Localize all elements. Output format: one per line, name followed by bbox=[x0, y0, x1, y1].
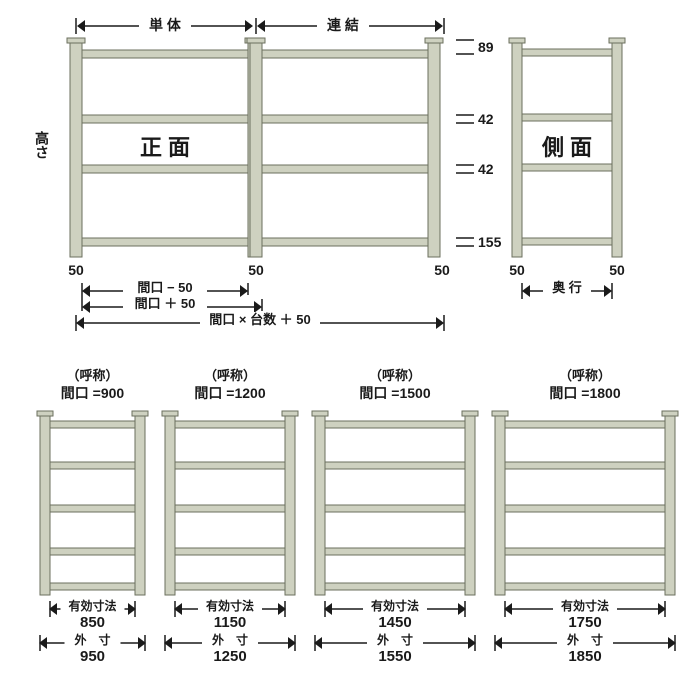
svg-text:50: 50 bbox=[509, 262, 525, 278]
svg-text:950: 950 bbox=[80, 648, 105, 665]
svg-text:外 寸: 外 寸 bbox=[74, 632, 110, 647]
svg-text:間口 =1500: 間口 =1500 bbox=[359, 385, 430, 401]
diagram-canvas: 単 体 連 結正 面 高さ 89 42 42 155 50 50 50 間口 − 50間口 ＋ 50… bbox=[0, 0, 691, 691]
svg-text:外 寸: 外 寸 bbox=[567, 632, 603, 647]
svg-text:（呼称）: （呼称） bbox=[66, 368, 118, 383]
rack bbox=[247, 38, 443, 257]
svg-text:50: 50 bbox=[609, 262, 625, 278]
svg-text:間口 =1200: 間口 =1200 bbox=[194, 385, 265, 401]
svg-text:間口 =900: 間口 =900 bbox=[61, 385, 125, 401]
rack bbox=[162, 411, 298, 595]
svg-text:外 寸: 外 寸 bbox=[377, 632, 413, 647]
svg-text:42: 42 bbox=[478, 161, 494, 177]
svg-text:（呼称）: （呼称） bbox=[369, 368, 421, 383]
svg-text:間口 ＋ 50: 間口 ＋ 50 bbox=[135, 296, 196, 311]
svg-text:1250: 1250 bbox=[213, 648, 246, 665]
rack bbox=[37, 411, 148, 595]
svg-text:（呼称）: （呼称） bbox=[559, 368, 611, 383]
svg-text:有効寸法: 有効寸法 bbox=[371, 598, 419, 613]
svg-text:奥 行: 奥 行 bbox=[552, 280, 582, 295]
svg-text:89: 89 bbox=[478, 39, 494, 55]
rack bbox=[312, 411, 478, 595]
svg-text:（呼称）: （呼称） bbox=[204, 368, 256, 383]
rack bbox=[492, 411, 678, 595]
svg-text:側 面: 側 面 bbox=[541, 135, 592, 160]
svg-text:有効寸法: 有効寸法 bbox=[561, 598, 609, 613]
svg-text:高さ: 高さ bbox=[34, 130, 50, 159]
svg-text:有効寸法: 有効寸法 bbox=[206, 598, 254, 613]
svg-text:42: 42 bbox=[478, 111, 494, 127]
svg-text:1150: 1150 bbox=[214, 614, 247, 631]
svg-text:50: 50 bbox=[434, 262, 450, 278]
svg-text:1550: 1550 bbox=[378, 648, 411, 665]
svg-text:外 寸: 外 寸 bbox=[212, 632, 248, 647]
svg-text:連 結: 連 結 bbox=[327, 17, 359, 33]
svg-text:50: 50 bbox=[68, 262, 84, 278]
svg-text:間口 − 50: 間口 − 50 bbox=[137, 280, 192, 295]
svg-text:間口 × 台数 ＋ 50: 間口 × 台数 ＋ 50 bbox=[209, 312, 311, 327]
svg-text:850: 850 bbox=[80, 614, 105, 631]
svg-text:1850: 1850 bbox=[568, 648, 601, 665]
svg-text:有効寸法: 有効寸法 bbox=[68, 598, 116, 613]
svg-text:間口 =1800: 間口 =1800 bbox=[549, 385, 620, 401]
svg-text:155: 155 bbox=[478, 234, 502, 250]
svg-text:単 体: 単 体 bbox=[149, 17, 182, 33]
svg-text:正 面: 正 面 bbox=[140, 135, 190, 160]
svg-text:1750: 1750 bbox=[568, 614, 601, 631]
svg-text:50: 50 bbox=[248, 262, 264, 278]
svg-text:1450: 1450 bbox=[378, 614, 411, 631]
